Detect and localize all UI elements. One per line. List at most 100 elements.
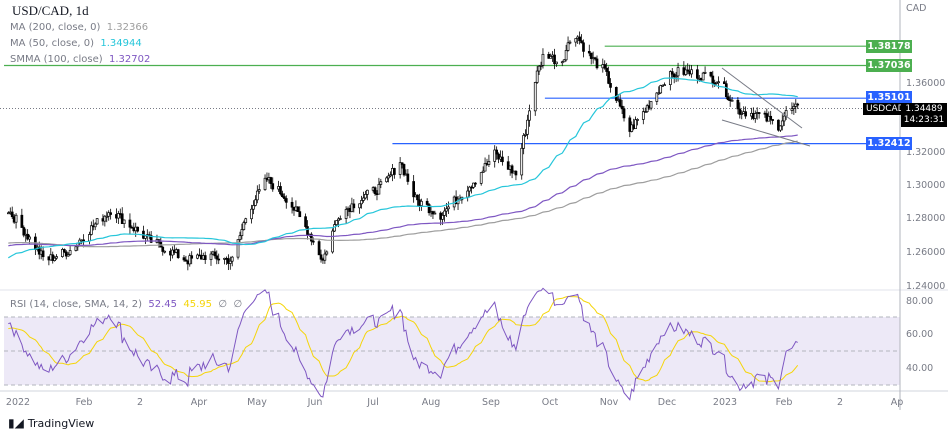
candle [541,53,545,66]
candle [310,233,313,242]
candle [568,41,572,44]
candle [535,70,539,83]
candle [726,96,730,101]
x-tick: Feb [75,397,93,408]
candle [379,181,383,185]
candle [117,213,120,219]
legend-smma100: SMMA (100, close) 1.32702 [10,54,151,65]
candle [730,99,734,102]
candle [723,81,726,85]
candle [574,38,578,43]
x-tick: Sep [482,397,500,408]
candle [736,99,740,110]
candle [213,251,217,257]
x-tick: Aug [421,397,441,408]
y-tick: 1.24000 [906,281,946,292]
candle [217,258,221,261]
candle [493,149,497,162]
candle [290,201,294,208]
candle [82,239,85,242]
candle [188,255,192,265]
candle [533,82,537,112]
x-tick: Ap [890,397,904,408]
candle [549,56,553,59]
candle [319,254,323,260]
candle [281,193,284,197]
candle [472,182,475,188]
candle [709,71,713,77]
candle [95,218,99,225]
candle [240,229,244,237]
candle [412,181,415,198]
candle [780,120,784,127]
candle [130,226,134,229]
candle [149,235,153,243]
candle [242,222,246,230]
candle [744,111,747,117]
candle [196,254,199,259]
candle [582,42,585,52]
candle [402,164,406,176]
symbol-tag: USDCAD [863,103,908,115]
candle [325,251,329,255]
x-tick: Oct [541,397,559,408]
rsi-tick: 80.00 [906,296,934,307]
candle [769,115,773,120]
candle [528,110,531,121]
candle [257,189,261,192]
candle [331,230,334,253]
candle [144,235,147,239]
candle [323,253,327,261]
candle [501,156,504,163]
candle [420,200,423,206]
candle [589,52,593,59]
candle [398,162,402,175]
candle [296,206,300,212]
candle [120,213,124,225]
candle [657,92,661,95]
y-tick: 1.36000 [906,78,946,89]
candle [28,236,31,240]
x-tick: 2023 [712,397,738,408]
candle [620,105,624,110]
candle [703,71,707,74]
candle [777,119,780,131]
rsi-tick: 40.00 [906,363,934,374]
candle [176,249,180,259]
candle [566,42,570,51]
candle [595,58,599,69]
candle [778,125,782,131]
candle [510,165,514,174]
smma100-line [8,134,798,247]
candle [740,113,744,115]
level-tag: 1.37036 [866,59,912,72]
candle [487,161,491,165]
x-tick: Dec [657,397,677,408]
candle [757,112,761,114]
candle [387,175,390,179]
rsi-sma-line [8,295,799,383]
candle [614,87,618,101]
candle [441,215,444,220]
candle [587,51,591,54]
candle [717,81,720,84]
candle [335,220,338,225]
chart-title: USD/CAD, 1d [12,3,89,18]
candle [609,83,612,88]
tradingview-logo[interactable]: ▮◢ TradingView [8,416,95,430]
candle [304,216,307,227]
candle [215,255,219,260]
candle [676,67,680,77]
candle [539,65,543,67]
candle [622,108,626,119]
candle [279,186,282,195]
x-tick: Jun [307,397,323,408]
candle [163,250,167,253]
candle [244,218,248,223]
candle [618,99,622,107]
candle [338,218,342,220]
candle [62,249,66,253]
candle [377,184,381,195]
candle [634,119,637,129]
